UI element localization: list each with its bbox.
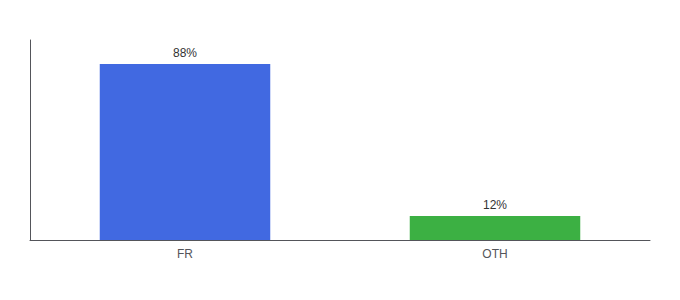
svg-text:88%: 88% bbox=[173, 46, 197, 60]
svg-text:12%: 12% bbox=[483, 198, 507, 212]
svg-text:OTH: OTH bbox=[482, 247, 507, 261]
svg-text:FR: FR bbox=[177, 247, 193, 261]
